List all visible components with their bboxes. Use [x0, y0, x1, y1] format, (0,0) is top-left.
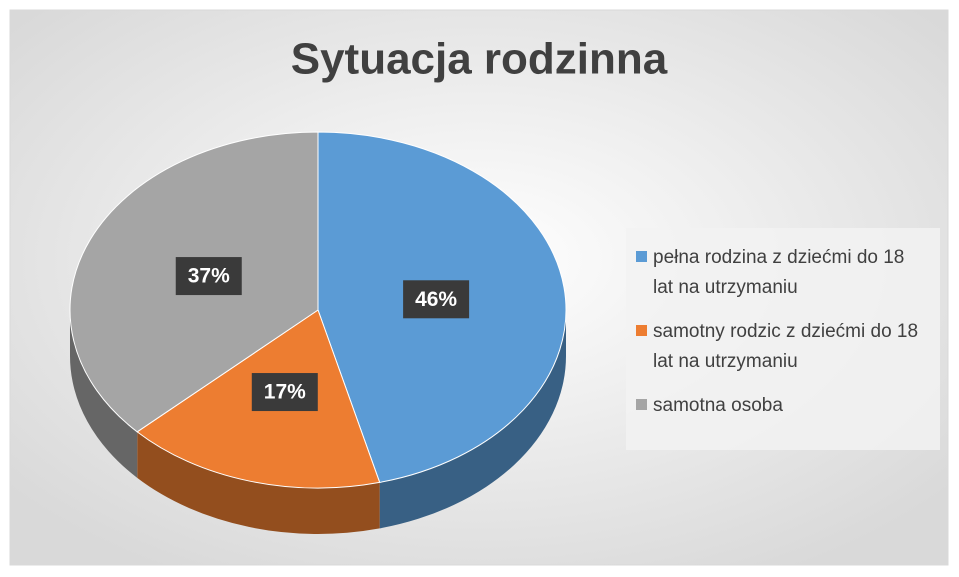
legend-label: pełna rodzina z dziećmi do 18 lat na utr…: [653, 247, 905, 298]
data-label-box: [251, 373, 318, 412]
data-label-box: [175, 257, 242, 296]
legend-label: samotna osoba: [653, 395, 783, 416]
data-label: 17%: [264, 381, 306, 404]
pie-side: [379, 310, 566, 529]
legend: pełna rodzina z dziećmi do 18 lat na utr…: [626, 228, 940, 450]
legend-swatch: [636, 399, 647, 410]
chart-title: Sytuacja rodzinna: [291, 35, 668, 84]
legend-item: samotny rodzic z dziećmi do 18 lat na ut…: [636, 317, 930, 377]
legend-item: pełna rodzina z dziećmi do 18 lat na utr…: [636, 243, 930, 303]
data-label: 46%: [415, 288, 457, 311]
legend-swatch: [636, 251, 647, 262]
data-label-box: [403, 280, 470, 319]
data-label: 37%: [188, 265, 230, 288]
legend-swatch: [636, 325, 647, 336]
legend-item: samotna osoba: [636, 391, 930, 421]
pie-side: [70, 310, 138, 478]
legend-label: samotny rodzic z dziećmi do 18 lat na ut…: [653, 321, 919, 372]
